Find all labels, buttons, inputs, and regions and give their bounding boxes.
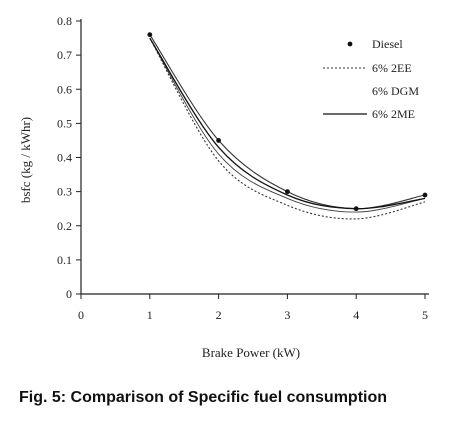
x-tick-label: 5 <box>422 308 428 322</box>
series-line-6-dgm <box>149 37 426 213</box>
y-axis-title: bsfc (kg / kWhr) <box>18 117 33 203</box>
series-line-6-2me <box>149 37 426 210</box>
x-axis-ticks: 0 1 2 3 4 5 <box>78 294 428 322</box>
x-tick-label: 3 <box>284 308 290 322</box>
legend-marker-diesel <box>347 41 353 47</box>
x-tick-label: 1 <box>147 308 153 322</box>
legend-label-6-dgm: 6% DGM <box>372 84 419 98</box>
x-axis-title: Brake Power (kW) <box>202 345 300 360</box>
y-tick-label: 0.5 <box>57 116 72 130</box>
data-point-diesel <box>147 32 153 38</box>
y-tick-label: 0.8 <box>57 14 72 28</box>
legend: Diesel 6% 2EE 6% DGM 6% 2ME <box>323 37 419 121</box>
y-tick-label: 0 <box>66 287 72 301</box>
legend-label-diesel: Diesel <box>372 37 403 51</box>
data-point-diesel <box>216 138 222 143</box>
y-tick-label: 0.2 <box>57 219 72 233</box>
series-group <box>147 32 428 220</box>
y-tick-label: 0.1 <box>57 253 72 267</box>
y-tick-label: 0.6 <box>57 82 72 96</box>
data-point-diesel <box>422 192 428 198</box>
y-axis-ticks: 0 0.1 0.2 0.3 0.4 0.5 0.6 0.7 0.8 <box>57 14 81 301</box>
axes <box>80 19 429 295</box>
y-tick-label: 0.7 <box>57 48 72 62</box>
legend-label-6-2me: 6% 2ME <box>372 107 415 121</box>
x-tick-label: 4 <box>353 308 359 322</box>
data-point-diesel <box>285 189 290 195</box>
series-line-6-2ee <box>149 37 426 220</box>
x-tick-label: 0 <box>78 308 84 322</box>
y-tick-label: 0.3 <box>57 185 72 199</box>
x-tick-label: 2 <box>216 308 222 322</box>
figure-caption: Fig. 5: Comparison of Specific fuel cons… <box>19 389 388 406</box>
y-tick-label: 0.4 <box>57 151 72 165</box>
legend-label-6-2ee: 6% 2EE <box>372 61 412 75</box>
